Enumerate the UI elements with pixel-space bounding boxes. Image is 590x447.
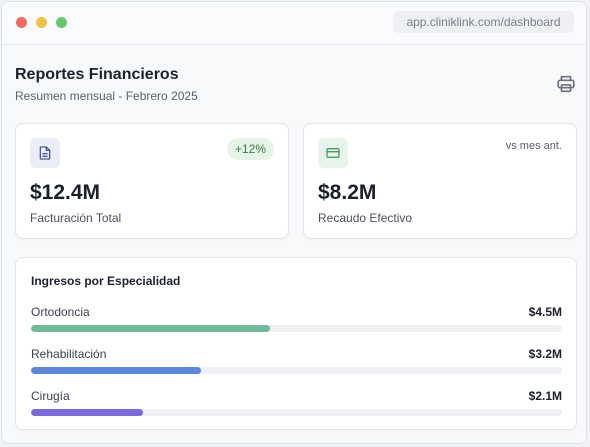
credit-card-icon [326,148,340,158]
kpi-value: $8.2M [318,181,377,204]
specialty-name: Ortodoncia [31,305,90,319]
window-titlebar: app.cliniklink.com/dashboard [2,2,586,45]
progress-fill [31,367,201,374]
progress-track [31,367,562,374]
specialty-revenue-card: Ingresos por Especialidad Ortodoncia $4.… [15,257,577,430]
specialty-row-ortodoncia: Ortodoncia $4.5M [31,305,562,335]
close-window-button[interactable] [16,17,27,28]
specialty-name: Cirugía [31,389,70,403]
kpi-value: $12.4M [30,181,101,204]
kpi-label: Recaudo Efectivo [318,211,413,225]
section-title: Ingresos por Especialidad [31,274,181,288]
progress-track [31,409,562,416]
maximize-window-button[interactable] [56,17,67,28]
address-bar[interactable]: app.cliniklink.com/dashboard [393,11,574,33]
kpi-card-recaudo: vs mes ant. $8.2M Recaudo Efectivo [303,123,577,239]
progress-fill [31,409,143,416]
growth-badge: +12% [226,138,274,160]
kpi-icon-box [30,138,60,168]
progress-fill [31,325,270,332]
kpi-card-facturacion: +12% $12.4M Facturación Total [15,123,289,239]
document-icon [39,146,51,160]
progress-track [31,325,562,332]
kpi-label: Facturación Total [30,211,122,225]
kpi-icon-box [318,138,348,168]
specialty-row-rehabilitacion: Rehabilitación $3.2M [31,347,562,377]
comparison-note: vs mes ant. [505,140,562,152]
specialty-value: $3.2M [528,347,562,361]
page-subtitle: Resumen mensual - Febrero 2025 [15,89,198,103]
specialty-value: $4.5M [528,305,562,319]
minimize-window-button[interactable] [36,17,47,28]
specialty-name: Rehabilitación [31,347,107,361]
page-title: Reportes Financieros [15,66,179,83]
print-button[interactable] [555,73,577,95]
specialty-row-cirugia: Cirugía $2.1M [31,389,562,419]
printer-icon [557,75,575,93]
specialty-value: $2.1M [528,389,562,403]
